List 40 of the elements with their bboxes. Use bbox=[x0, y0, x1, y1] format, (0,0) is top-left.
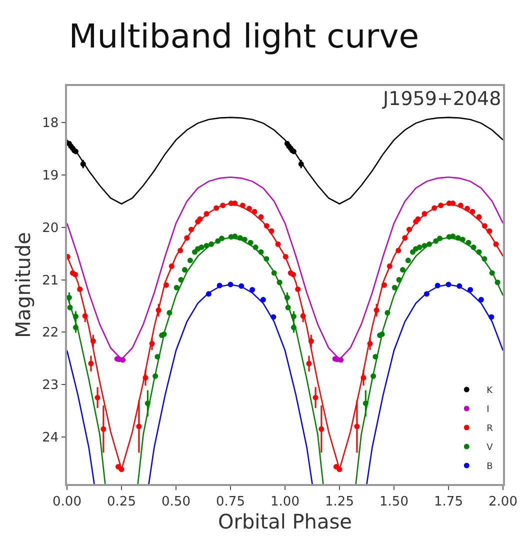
legend-label: I bbox=[486, 405, 490, 416]
annotation: J1959+2048 bbox=[382, 88, 502, 110]
y-tick-label: 20 bbox=[42, 220, 59, 236]
point bbox=[468, 286, 474, 292]
legend-label: V bbox=[486, 443, 494, 454]
point bbox=[250, 286, 256, 292]
x-tick-label: 2.00 bbox=[488, 494, 518, 510]
y-tick-label: 19 bbox=[42, 168, 59, 184]
x-tick-label: 1.50 bbox=[380, 494, 408, 510]
point bbox=[424, 291, 430, 297]
legend-label: R bbox=[486, 424, 493, 434]
x-tick-label: 1.00 bbox=[270, 494, 300, 510]
y-axis-title: Magnitude bbox=[11, 232, 36, 338]
x-tick-label: 0.50 bbox=[162, 494, 190, 510]
legend-label: B bbox=[486, 462, 493, 472]
y-tick-label: 18 bbox=[42, 116, 59, 132]
y-tick-label: 21 bbox=[42, 273, 59, 288]
legend-label: K bbox=[486, 386, 494, 396]
point bbox=[238, 283, 244, 289]
point bbox=[228, 282, 234, 288]
point bbox=[456, 283, 462, 289]
x-tick-label: 0.25 bbox=[107, 494, 136, 510]
x-tick-label: 1.25 bbox=[325, 494, 354, 510]
line-series bbox=[67, 116, 503, 204]
point bbox=[434, 282, 440, 288]
chart-title: Multiband light curve bbox=[68, 16, 420, 56]
y-tick-label: 23 bbox=[42, 378, 59, 394]
point bbox=[446, 282, 452, 288]
x-axis-title: Orbital Phase bbox=[218, 509, 352, 534]
x-tick-label: 0.00 bbox=[52, 494, 82, 510]
point bbox=[260, 296, 266, 302]
point bbox=[488, 314, 494, 320]
point bbox=[478, 296, 484, 302]
point bbox=[216, 282, 222, 288]
x-tick-label: 1.75 bbox=[434, 494, 463, 510]
x-tick-label: 0.75 bbox=[216, 494, 245, 510]
point bbox=[270, 314, 276, 320]
y-tick-label: 24 bbox=[42, 430, 59, 446]
y-tick-label: 22 bbox=[42, 326, 59, 341]
point bbox=[206, 291, 212, 297]
